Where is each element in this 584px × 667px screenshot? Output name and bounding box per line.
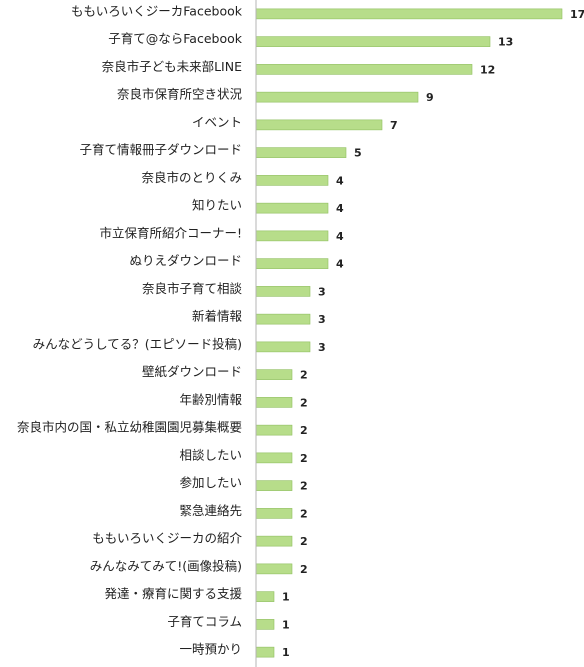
category-label: ももいろいくジーカの紹介 [92, 531, 242, 546]
bar [255, 175, 329, 186]
data-label: 4 [336, 202, 344, 215]
data-label: 9 [426, 91, 434, 104]
category-label: 一時預かり [179, 642, 242, 657]
category-label: 子育て@ならFacebook [108, 31, 242, 46]
bar [255, 286, 311, 297]
data-label: 17 [570, 8, 584, 21]
category-label: 壁紙ダウンロード [142, 364, 242, 379]
data-label: 2 [300, 535, 308, 548]
bar [255, 535, 293, 547]
data-label: 1 [282, 591, 290, 604]
data-label: 1 [282, 618, 290, 631]
category-label: ももいろいくジーカFacebook [71, 3, 243, 18]
category-label: 奈良市子育て相談 [142, 281, 243, 296]
data-label: 2 [300, 507, 308, 520]
data-label: 3 [318, 285, 326, 298]
bar [255, 369, 293, 380]
bar [255, 8, 563, 20]
category-label: 新着情報 [192, 309, 243, 324]
bar [255, 119, 383, 131]
category-label: 緊急連絡先 [179, 503, 242, 518]
bar [255, 230, 329, 242]
data-label: 3 [318, 313, 326, 326]
bar [255, 36, 491, 47]
bar [255, 452, 293, 464]
data-label: 5 [354, 147, 362, 160]
bar [255, 619, 275, 630]
category-label: 発達・療育に関する支援 [104, 586, 242, 601]
category-label: みんなみてみて!(画像投稿) [90, 558, 242, 573]
bar [255, 563, 293, 575]
data-label: 2 [300, 452, 308, 465]
category-label: 相談したい [179, 447, 242, 462]
data-label: 4 [336, 258, 344, 271]
data-label: 2 [300, 563, 308, 576]
bar [255, 591, 275, 602]
data-label: 12 [480, 63, 495, 76]
data-label: 13 [498, 36, 513, 49]
bar [255, 313, 311, 325]
bars-layer [255, 8, 563, 658]
category-label: みんなどうしてる？(エピソード投稿) [33, 336, 242, 351]
bar [255, 341, 311, 353]
data-label: 4 [336, 230, 344, 243]
data-label: 3 [318, 341, 326, 354]
category-label: 年齢別情報 [179, 392, 242, 407]
category-label: 奈良市のとりくみ [141, 170, 242, 185]
data-label: 7 [390, 119, 398, 132]
data-label: 1 [282, 646, 290, 659]
category-label: イベント [192, 114, 242, 129]
category-label: 子育てコラム [167, 614, 242, 629]
category-label: 奈良市子ども未来部LINE [102, 59, 243, 74]
bar [255, 64, 473, 75]
bar [255, 91, 419, 103]
category-label: 市立保育所紹介コーナー! [99, 225, 242, 240]
data-label: 2 [300, 369, 308, 382]
category-label: ぬりえダウンロード [129, 253, 242, 268]
bar [255, 202, 329, 214]
bar [255, 480, 293, 491]
bar [255, 397, 293, 408]
data-label: 4 [336, 174, 344, 187]
category-label: 奈良市内の国・私立幼稚園園児募集概要 [17, 420, 242, 435]
data-label: 2 [300, 396, 308, 409]
category-label: 子育て情報冊子ダウンロード [79, 142, 242, 157]
bar [255, 508, 293, 519]
bar [255, 646, 275, 658]
data-label: 2 [300, 424, 308, 437]
category-label: 奈良市保育所空き状況 [117, 87, 243, 102]
category-label: 知りたい [192, 198, 242, 213]
bar [255, 258, 329, 269]
data-label: 2 [300, 480, 308, 493]
category-label: 参加したい [179, 475, 242, 490]
bar [255, 424, 293, 436]
bar [255, 147, 347, 158]
